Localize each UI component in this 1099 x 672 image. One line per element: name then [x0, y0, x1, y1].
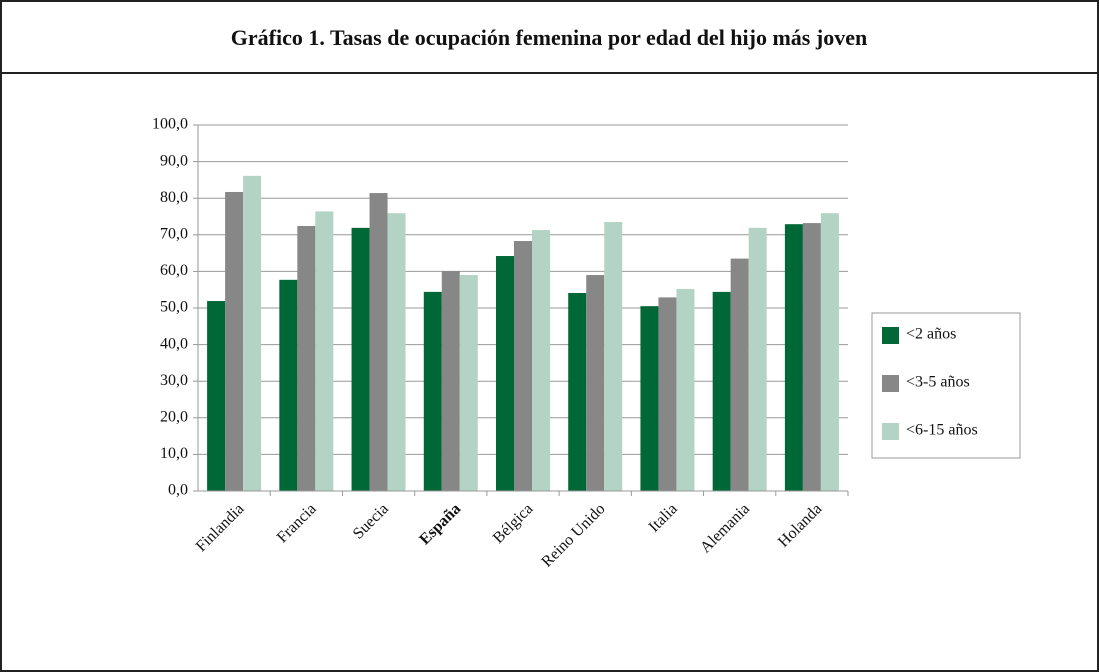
bar: [423, 291, 442, 491]
x-tick-label: Holanda: [775, 500, 825, 550]
bar: [496, 256, 514, 491]
bar: [784, 224, 803, 491]
y-tick-label: 60,0: [160, 262, 188, 279]
bar: [640, 306, 659, 491]
y-tick-label: 50,0: [160, 299, 188, 316]
y-tick-label: 90,0: [160, 152, 188, 169]
y-tick-label: 30,0: [160, 372, 188, 389]
bar: [658, 297, 677, 491]
y-tick-label: 20,0: [160, 408, 188, 425]
legend-label: <3-5 años: [906, 374, 970, 391]
bar: [604, 221, 623, 492]
legend-label: <2 años: [906, 326, 956, 343]
bar: [225, 191, 244, 491]
bar: [315, 211, 334, 491]
y-tick-label: 70,0: [160, 225, 188, 242]
bar: [532, 230, 550, 492]
bar: [676, 288, 695, 491]
bar: [459, 275, 478, 491]
bar: [387, 213, 406, 491]
bar: [748, 227, 767, 491]
bar: [279, 279, 298, 491]
bar: [586, 275, 605, 491]
y-tick-label: 10,0: [160, 445, 188, 462]
x-tick-label: Bélgica: [490, 500, 537, 547]
legend-label: <6-15 años: [906, 422, 978, 439]
legend-swatch: [882, 375, 899, 392]
legend-swatch: [882, 423, 899, 440]
bar: [568, 292, 587, 491]
bar: [351, 227, 370, 491]
bar: [369, 193, 388, 492]
y-tick-label: 0,0: [168, 482, 188, 499]
legend-swatch: [882, 327, 899, 344]
y-tick-label: 40,0: [160, 335, 188, 352]
x-tick-label: España: [416, 500, 464, 548]
bar: [207, 301, 226, 491]
chart-title: Gráfico 1. Tasas de ocupación femenina p…: [231, 25, 867, 50]
x-tick-label: Reino Unido: [538, 500, 608, 570]
bar: [820, 213, 839, 491]
bar: [297, 226, 316, 492]
bar: [514, 241, 532, 491]
x-tick-label: Italia: [646, 500, 681, 535]
x-tick-label: Alemania: [697, 500, 753, 556]
bar: [712, 291, 731, 491]
bar: [441, 271, 460, 491]
y-tick-label: 80,0: [160, 189, 188, 206]
bar: [802, 223, 821, 491]
bar: [730, 258, 749, 491]
bar: [243, 175, 262, 491]
x-tick-label: Francia: [274, 500, 320, 546]
x-tick-label: Suecia: [350, 500, 392, 542]
y-tick-label: 100,0: [152, 116, 188, 133]
x-tick-label: Finlandia: [193, 500, 248, 555]
